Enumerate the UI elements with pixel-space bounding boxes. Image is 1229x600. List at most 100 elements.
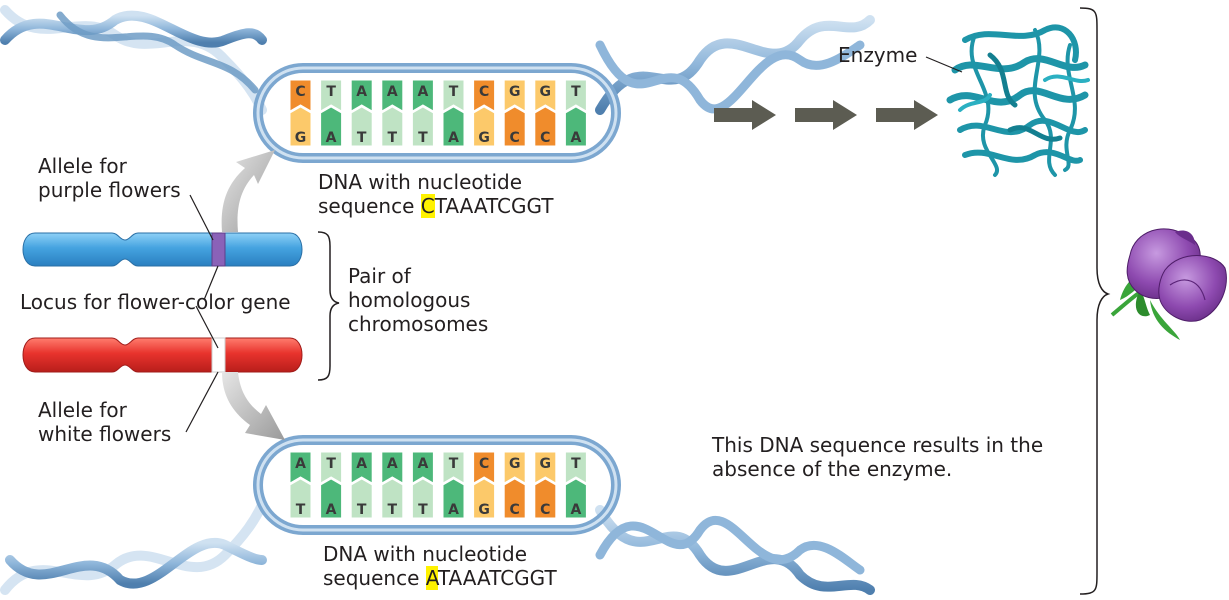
- allele-white-label: Allele for white flowers: [38, 398, 171, 446]
- top-dna-upper-base-letter: G: [540, 84, 552, 100]
- bottom-dna-double-helix: A T T A A T A T A T T A C G G C G C T A: [0, 435, 875, 595]
- purple-allele-band: [211, 232, 226, 267]
- top-dna-upper-base-tile: [534, 79, 557, 112]
- bottom-dna-upper-base-letter: A: [356, 456, 367, 472]
- right-brace: [1079, 7, 1111, 595]
- purple-flower-icon: [1110, 228, 1227, 340]
- top-dna-caption-line1: DNA with nucleotide: [318, 170, 523, 194]
- leader-lines: [185, 194, 219, 433]
- top-dna-upper-base-tile: [320, 79, 343, 112]
- top-dna-upper-base-tile: [473, 79, 496, 112]
- bottom-dna-caption: DNA with nucleotide sequence ATAAATCGGT: [323, 542, 557, 590]
- top-dna-lower-base-tile: [473, 106, 496, 147]
- allele-purple-label: Allele for purple flowers: [38, 154, 181, 202]
- top-dna-lower-base-letter: C: [540, 130, 550, 146]
- enzyme-label: Enzyme: [838, 43, 918, 67]
- bottom-dna-upper-base-letter: T: [326, 456, 336, 472]
- pair-line1: Pair of: [348, 264, 411, 288]
- bottom-dna-lower-base-tile: [289, 478, 312, 519]
- enzyme-pointer-line: [925, 56, 963, 73]
- bottom-dna-upper-base-letter: A: [295, 456, 306, 472]
- allele-purple-line2: purple flowers: [38, 178, 181, 202]
- top-dna-lower-base-letter: G: [295, 130, 307, 146]
- top-sequence-prefix: sequence: [318, 194, 421, 218]
- bottom-dna-lower-base-letter: T: [388, 502, 398, 518]
- top-dna-caption-line2: sequence CTAAATCGGT: [318, 194, 553, 218]
- top-dna-upper-base-tile: [564, 79, 587, 112]
- bottom-dna-lower-base-tile: [350, 478, 373, 519]
- bottom-dna-lower-base-tile: [503, 478, 526, 519]
- top-dna-upper-base-tile: [289, 79, 312, 112]
- top-dna-upper-base-letter: T: [449, 84, 459, 100]
- top-dna-upper-base-tile: [442, 79, 465, 112]
- top-dna-lower-base-letter: C: [510, 130, 520, 146]
- bottom-dna-lower-base-tile: [473, 478, 496, 519]
- bottom-dna-lower-base-letter: T: [418, 502, 428, 518]
- bottom-dna-caption-line2: sequence ATAAATCGGT: [323, 566, 557, 590]
- bottom-dna-lower-base-letter: C: [510, 502, 520, 518]
- bottom-dna-upper-base-tile: [381, 451, 404, 484]
- bottom-dna-upper-base-tile: [534, 451, 557, 484]
- top-dna-lower-base-tile: [442, 106, 465, 147]
- bottom-dna-upper-base-letter: A: [387, 456, 398, 472]
- bottom-dna-lower-base-letter: C: [540, 502, 550, 518]
- bottom-dna-upper-base-tile: [289, 451, 312, 484]
- top-dna-lower-base-tile: [320, 106, 343, 147]
- bottom-dna-upper-base-letter: G: [540, 456, 552, 472]
- result-label: This DNA sequence results in the absence…: [712, 433, 1043, 481]
- top-dna-caption: DNA with nucleotide sequence CTAAATCGGT: [318, 170, 553, 218]
- bottom-dna-upper-base-letter: C: [479, 456, 489, 472]
- top-dna-upper-base-letter: C: [479, 84, 489, 100]
- top-dna-upper-base-tile: [350, 79, 373, 112]
- top-dna-lower-base-letter: T: [388, 130, 398, 146]
- pair-line3: chromosomes: [348, 312, 489, 336]
- enzyme-protein-icon: [946, 24, 1090, 177]
- top-dna-lower-base-letter: G: [478, 130, 490, 146]
- top-dna-upper-base-letter: A: [387, 84, 398, 100]
- top-dna-upper-base-tile: [411, 79, 434, 112]
- bottom-dna-upper-base-letter: G: [509, 456, 521, 472]
- arrow-to-bottom-dna: [222, 372, 285, 440]
- white-allele-band: [211, 337, 226, 373]
- top-dna-lower-base-letter: A: [570, 130, 581, 146]
- allele-purple-line1: Allele for: [38, 154, 127, 178]
- bottom-dna-upper-base-tile: [411, 451, 434, 484]
- top-dna-lower-base-tile: [564, 106, 587, 147]
- bottom-dna-lower-base-tile: [320, 478, 343, 519]
- top-dna-lower-base-tile: [350, 106, 373, 147]
- top-sequence-highlighted-base: C: [420, 194, 435, 218]
- top-dna-lower-base-tile: [289, 106, 312, 147]
- bottom-dna-lower-base-tile: [564, 478, 587, 519]
- bottom-dna-lower-base-letter: A: [448, 502, 459, 518]
- top-dna-lower-base-tile: [381, 106, 404, 147]
- process-arrows: [714, 100, 938, 130]
- bottom-dna-upper-base-tile: [350, 451, 373, 484]
- process-arrow-1: [714, 100, 776, 130]
- homologous-pair-brace: [317, 231, 340, 381]
- white-allele-chromosome: [22, 337, 303, 373]
- top-dna-lower-base-tile: [534, 106, 557, 147]
- bottom-dna-upper-base-tile: [442, 451, 465, 484]
- result-line2: absence of the enzyme.: [712, 457, 953, 481]
- bottom-dna-upper-base-letter: T: [571, 456, 581, 472]
- pair-line2: homologous: [348, 288, 471, 312]
- bottom-dna-lower-base-letter: A: [326, 502, 337, 518]
- top-dna-upper-base-letter: T: [326, 84, 336, 100]
- top-dna-lower-base-letter: T: [418, 130, 428, 146]
- top-dna-upper-base-letter: A: [356, 84, 367, 100]
- bottom-dna-lower-base-tile: [381, 478, 404, 519]
- top-dna-lower-base-tile: [503, 106, 526, 147]
- top-dna-lower-base-tile: [411, 106, 434, 147]
- top-dna-upper-base-letter: T: [571, 84, 581, 100]
- purple-allele-chromosome: [22, 232, 303, 267]
- top-dna-upper-base-letter: C: [295, 84, 305, 100]
- top-dna-upper-base-tile: [503, 79, 526, 112]
- locus-label: Locus for flower-color gene: [20, 290, 291, 314]
- arrow-to-top-dna: [221, 150, 275, 232]
- bottom-dna-upper-base-tile: [564, 451, 587, 484]
- bottom-sequence-rest: TAAATCGGT: [437, 566, 557, 590]
- bottom-dna-lower-base-letter: T: [296, 502, 306, 518]
- bottom-dna-upper-base-tile: [473, 451, 496, 484]
- bottom-dna-lower-base-letter: G: [478, 502, 490, 518]
